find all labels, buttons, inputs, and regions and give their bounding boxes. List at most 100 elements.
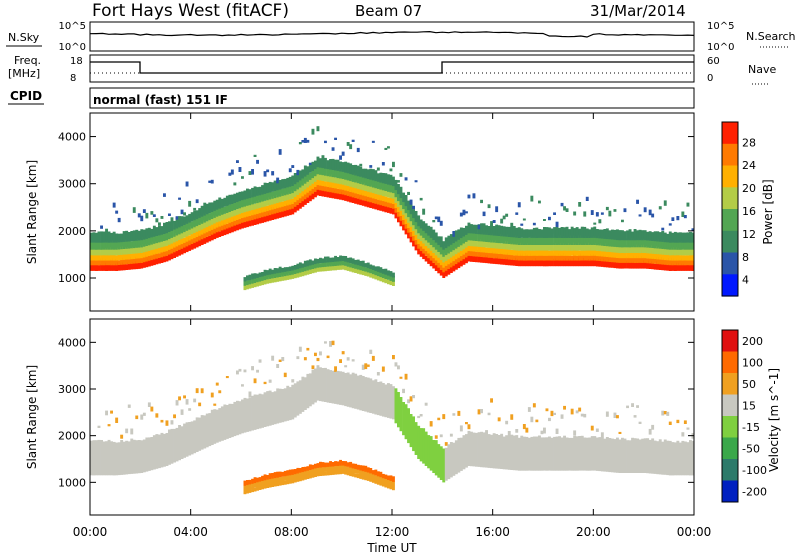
echo-cell [631, 237, 634, 248]
echo-cell [210, 227, 214, 235]
patch-cell [268, 481, 272, 488]
echo-cell [178, 239, 181, 246]
echo-cell [459, 237, 463, 246]
scatter-cell [341, 151, 345, 156]
echo-cell [276, 195, 280, 203]
scatter-cell [459, 425, 463, 432]
echo-cell [517, 253, 521, 261]
echo-cell [271, 212, 275, 220]
echo-cell [329, 167, 332, 177]
echo-cell [517, 249, 521, 256]
echo-cell [467, 222, 471, 234]
echo-cell [218, 197, 222, 209]
echo-cell [208, 224, 212, 232]
echo-cell [105, 248, 108, 256]
echo-cell [429, 242, 433, 251]
echo-cell [527, 260, 531, 267]
echo-cell [115, 233, 119, 243]
echo-cell [170, 229, 174, 238]
patch-cell [273, 272, 277, 278]
echo-cell [180, 216, 184, 227]
echo-cell [437, 260, 441, 268]
echo-cell [558, 250, 561, 256]
echo-cell [568, 229, 572, 238]
echo-cell [165, 238, 169, 246]
patch-cell [243, 480, 247, 486]
echo-cell [394, 388, 398, 424]
echo-cell [387, 190, 390, 198]
scatter-cell [230, 169, 234, 175]
echo-cell [638, 439, 642, 473]
echo-cell [573, 235, 577, 245]
scatter-cell [344, 365, 348, 368]
echo-cell [568, 248, 572, 256]
patch-cell [293, 477, 297, 483]
echo-cell [145, 250, 149, 257]
echo-cell [120, 233, 124, 243]
echo-cell [633, 229, 637, 241]
beam-title: Beam 07 [355, 2, 422, 20]
echo-cell [691, 253, 695, 261]
echo-cell [583, 437, 587, 471]
patch-cell [354, 259, 358, 265]
echo-cell [407, 208, 410, 218]
echo-cell [653, 248, 657, 254]
echo-cell [233, 218, 237, 226]
patch-cell [314, 262, 317, 269]
patch-cell [253, 487, 257, 492]
scatter-cell [188, 200, 192, 207]
scatter-cell [155, 218, 159, 223]
echo-cell [175, 217, 179, 229]
scatter-cell [482, 211, 486, 217]
scatter-cell [366, 364, 370, 367]
echo-cell [414, 228, 418, 235]
echo-cell [475, 224, 478, 234]
echo-cell [465, 232, 468, 242]
echo-cell [112, 264, 116, 271]
echo-cell [605, 243, 609, 252]
patch-cell [303, 266, 307, 272]
echo-cell [543, 258, 546, 267]
patch-cell [266, 279, 270, 284]
echo-cell [444, 237, 448, 249]
echo-cell [666, 440, 670, 476]
echo-cell [147, 243, 151, 251]
patch-cell [316, 466, 320, 473]
echo-cell [107, 260, 111, 266]
patch-cell [359, 474, 363, 479]
echo-cell [661, 240, 665, 249]
echo-cell [613, 238, 617, 247]
echo-cell [590, 237, 594, 245]
echo-cell [132, 439, 136, 474]
patch-cell [301, 474, 305, 481]
echo-cell [575, 250, 579, 256]
echo-cell [296, 381, 300, 416]
echo-cell [648, 231, 652, 241]
freq-left-tick-top: 18 [70, 56, 83, 67]
echo-cell [208, 213, 212, 221]
scatter-cell [578, 202, 582, 207]
echo-cell [683, 248, 687, 256]
patch-cell [261, 280, 264, 286]
echo-cell [376, 199, 380, 205]
echo-cell [183, 216, 186, 225]
echo-cell [651, 261, 655, 270]
scatter-cell [434, 435, 438, 439]
echo-cell [510, 226, 514, 238]
colorbar-tick-label: 16 [742, 205, 756, 218]
echo-cell [195, 225, 199, 232]
echo-cell [465, 225, 468, 235]
echo-cell [394, 189, 398, 198]
patch-cell [268, 473, 272, 480]
echo-cell [598, 250, 602, 257]
scatter-cell [158, 222, 161, 226]
echo-cell [132, 246, 136, 254]
echo-cell [120, 263, 124, 271]
echo-cell [102, 441, 106, 476]
scatter-cell [648, 209, 652, 216]
echo-cell [90, 263, 93, 271]
patch-cell [251, 282, 254, 288]
echo-cell [505, 247, 509, 255]
echo-cell [188, 220, 192, 230]
scatter-cell [142, 209, 146, 213]
